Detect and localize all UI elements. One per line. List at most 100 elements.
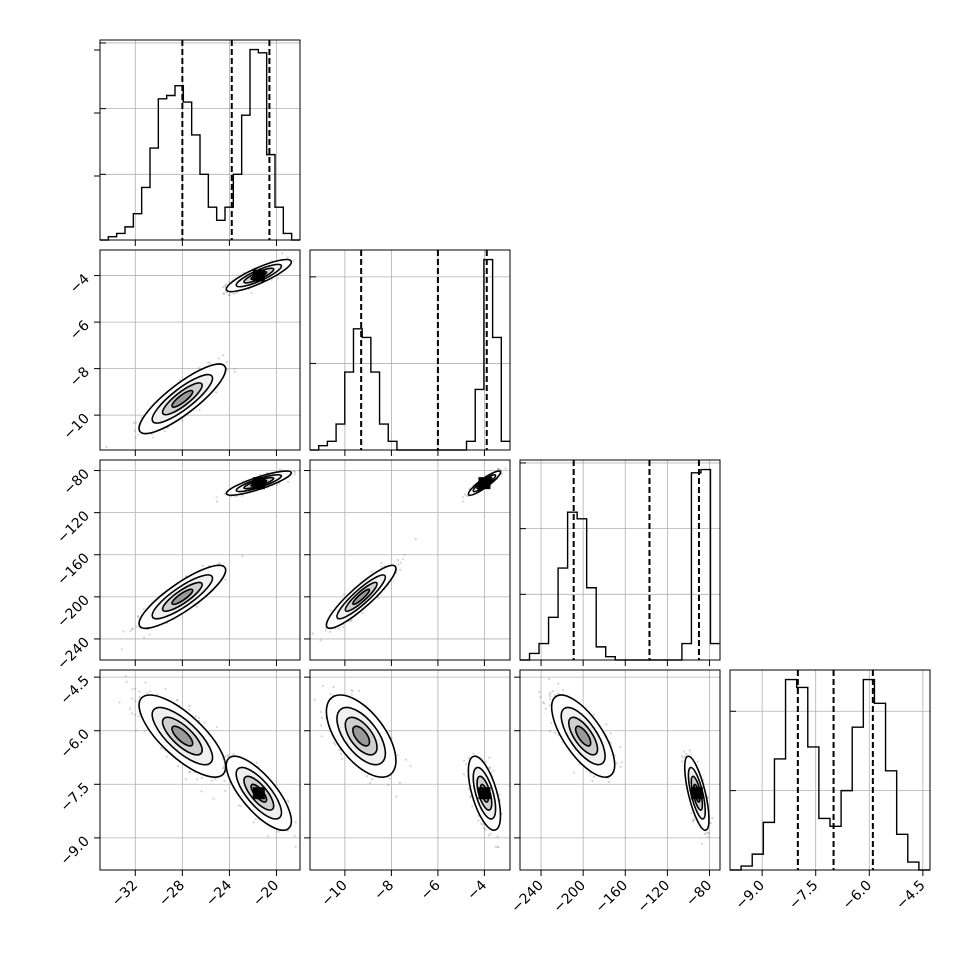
sample-point	[340, 757, 344, 760]
sample-point	[118, 701, 121, 704]
histogram-step	[520, 468, 720, 661]
sample-point	[487, 834, 491, 837]
sample-point	[292, 470, 296, 473]
sample-point	[397, 563, 400, 566]
panel-frame	[309, 459, 511, 661]
sample-point	[218, 561, 221, 565]
sample-point	[221, 354, 225, 357]
sample-point	[388, 730, 392, 733]
sample-point	[213, 777, 216, 781]
scatter-panel	[519, 669, 721, 871]
sample-point	[185, 778, 188, 781]
sample-point	[203, 721, 206, 724]
sample-point	[496, 845, 499, 848]
scatter-panel	[309, 669, 511, 871]
panel-body	[538, 678, 714, 845]
sample-point	[206, 764, 209, 767]
sample-point	[233, 367, 236, 371]
sample-point	[138, 695, 141, 699]
sample-point	[488, 766, 491, 769]
sample-point	[337, 627, 340, 630]
histogram-panel	[309, 249, 511, 451]
sample-point	[134, 729, 138, 732]
sample-point	[480, 822, 483, 826]
sample-point	[235, 291, 238, 295]
sample-point	[152, 451, 154, 453]
sample-point	[188, 704, 191, 708]
sample-point	[233, 370, 237, 374]
sample-point	[235, 495, 238, 498]
sample-point	[465, 494, 468, 498]
sample-point	[332, 685, 335, 689]
panel-background	[520, 460, 720, 660]
sample-point	[281, 252, 284, 255]
histogram-step	[100, 48, 300, 241]
sample-point	[334, 743, 337, 746]
sample-point	[351, 690, 354, 693]
sample-point	[472, 752, 475, 755]
sample-point	[350, 693, 353, 696]
histogram-panel	[729, 669, 931, 871]
panel-frame	[99, 249, 301, 451]
sample-point	[224, 578, 227, 581]
sample-point	[176, 698, 179, 701]
sample-point	[321, 684, 324, 688]
density-peak	[478, 787, 491, 800]
sample-point	[293, 473, 296, 476]
sample-point	[320, 724, 323, 727]
sample-point	[396, 753, 399, 757]
sample-point	[342, 625, 345, 629]
sample-point	[497, 467, 501, 470]
panel-background	[730, 670, 930, 870]
sample-point	[188, 708, 191, 711]
sample-point	[124, 675, 127, 678]
sample-point	[131, 697, 134, 700]
panel-frame	[99, 39, 301, 241]
sample-point	[462, 773, 465, 776]
sample-point	[504, 467, 507, 470]
sample-point	[122, 630, 125, 633]
panel-body	[105, 252, 300, 453]
sample-point	[228, 280, 231, 284]
sample-point	[311, 632, 314, 635]
sample-point	[461, 496, 465, 499]
sample-point	[197, 716, 201, 719]
sample-point	[222, 757, 225, 761]
sample-point	[215, 725, 218, 729]
panel-body	[311, 467, 507, 642]
sample-point	[539, 695, 542, 698]
histogram-step	[730, 678, 930, 871]
sample-point	[403, 553, 406, 556]
sample-point	[329, 693, 332, 696]
sample-point	[277, 830, 280, 833]
sample-point	[237, 804, 240, 807]
sample-point	[462, 759, 466, 762]
sample-point	[120, 648, 123, 651]
sample-point	[224, 789, 227, 792]
sample-point	[134, 687, 137, 691]
sample-point	[217, 357, 220, 360]
scatter-panel	[99, 669, 303, 871]
sample-point	[338, 748, 341, 751]
sample-point	[350, 618, 353, 621]
sample-point	[228, 293, 231, 297]
scatter-panel	[309, 459, 511, 661]
density-contour	[352, 588, 371, 606]
sample-point	[252, 821, 255, 824]
sample-point	[342, 593, 346, 596]
sample-point	[286, 799, 289, 802]
sample-point	[396, 558, 400, 562]
sample-point	[129, 630, 132, 633]
sample-point	[222, 765, 226, 768]
panel-background	[100, 250, 300, 450]
sample-point	[278, 468, 282, 471]
sample-point	[301, 825, 303, 827]
sample-point	[494, 845, 497, 848]
sample-point	[369, 782, 372, 785]
sample-point	[196, 605, 199, 608]
density-contour	[171, 588, 194, 606]
sample-point	[286, 256, 289, 259]
sample-point	[477, 819, 480, 822]
sample-point	[550, 722, 553, 725]
sample-point	[469, 796, 472, 799]
